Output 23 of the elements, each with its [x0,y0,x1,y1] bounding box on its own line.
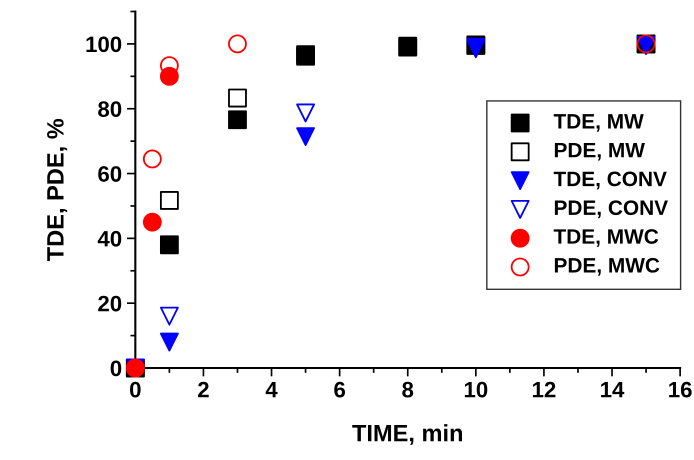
y-tick-label: 40 [98,230,122,247]
y-tick-label: 20 [98,296,122,312]
x-tick-label: 4 [266,382,278,398]
legend-label: PDE, MW [554,142,645,161]
x-tick-label: 2 [198,382,209,398]
x-tick-label: 12 [532,382,556,398]
x-tick-label: 0 [130,382,141,398]
y-tick-label: 100 [86,36,122,52]
y-axis-title: TDE, PDE, % [47,118,68,261]
x-tick-label: 10 [464,382,488,398]
legend-label: TDE, MWC [554,229,658,247]
x-tick-label: 8 [402,382,414,398]
legend-label: PDE, MWC [554,258,660,276]
x-tick-label: 6 [334,382,346,398]
y-tick-label: 80 [98,101,122,117]
y-tick-label: 0 [110,360,122,376]
x-tick-label: 16 [669,382,692,398]
legend-label: PDE, CONV [554,200,668,218]
legend-label: TDE, CONV [554,172,667,190]
legend-label: TDE, MW [554,114,644,132]
y-tick-label: 60 [98,166,122,182]
x-tick-label: 14 [601,382,624,398]
x-axis-title: TIME, min [352,424,462,445]
